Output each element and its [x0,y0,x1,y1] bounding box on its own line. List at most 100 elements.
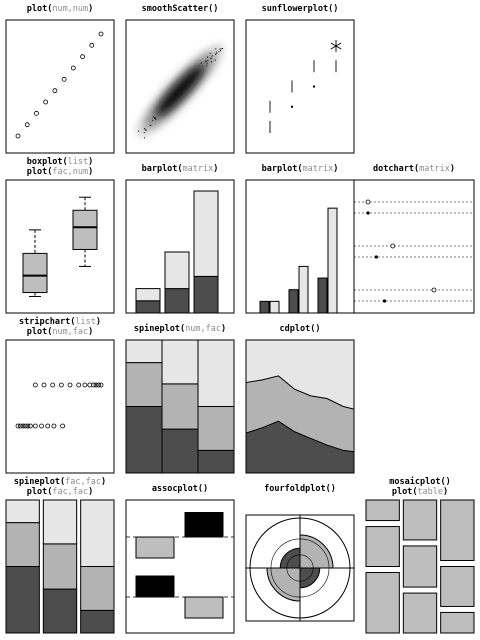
assoc-cell [184,512,224,538]
outlier-point [215,53,217,55]
point [32,382,38,388]
title-function: sunflowerplot [262,4,329,14]
panel-title: fourfoldplot() [264,484,336,494]
dot [374,255,378,259]
point [291,105,293,108]
outlier-point [143,137,145,139]
point [50,382,56,388]
tile [5,522,40,567]
outlier-point [143,128,145,130]
title-function: plot [27,4,47,14]
bar-segment [135,288,161,302]
point [51,423,57,429]
title-function: stripchart [19,316,70,327]
bar-segment [193,275,219,314]
outlier-point [214,59,216,61]
boxes [22,196,98,297]
title-args: matrix [183,164,214,174]
outlier-point [145,130,147,132]
point [39,423,44,429]
outlier-point [220,50,222,52]
title-args: fac,fac [65,477,101,487]
plot-frame [353,179,475,314]
cd-areas [245,340,355,474]
bar-segment [135,300,161,314]
outlier-point [206,65,208,67]
panel-title: stripchart(list) [19,316,101,327]
box-body [22,252,48,294]
dot [365,199,371,205]
dot [366,211,370,215]
point [43,99,49,105]
outlier-point [222,48,224,50]
title-function: plot [27,327,47,337]
plot-frame [5,19,115,154]
spine-bars [5,499,115,634]
dots [354,199,474,303]
bar-segment [164,251,190,290]
tile [80,609,115,634]
panel-title: smoothScatter() [142,4,219,14]
point [76,382,82,388]
panel-title: sunflowerplot() [262,4,339,14]
point [61,76,67,82]
tile [440,566,475,607]
title-args: num,fac [52,327,88,337]
panel-title-2: plot(table) [392,487,448,497]
assoc-cell [184,596,224,619]
fourfold [245,514,355,622]
box [72,196,98,267]
panel-title: mosaicplot() [389,476,450,487]
panel-title: plot(num,num) [27,4,94,14]
tile [440,499,475,561]
scatter-points [15,31,104,139]
outlier-point [218,51,220,53]
density-area [136,44,224,139]
tile [80,499,115,567]
outlier-point [220,48,222,50]
tile [402,499,438,541]
outlier-point [144,128,146,130]
outlier-point [153,117,155,119]
outlier-point [143,132,145,134]
outlier-point [155,118,157,120]
outlier-point [211,61,213,63]
assoc-cell [135,536,175,559]
title-function: smoothScatter [142,4,209,14]
outlier-point [205,61,207,63]
tile [161,339,199,385]
tile [125,406,163,474]
tile [197,339,235,407]
tile [365,526,400,568]
quadrant [266,567,301,602]
outlier-point [150,124,152,126]
point [15,133,21,139]
title-args: table [417,487,443,497]
outlier-point [207,60,209,62]
quadrant [279,547,301,569]
plot-frame [245,19,355,154]
strip-points [15,382,104,429]
tile [197,406,235,451]
outlier-point [205,60,207,62]
point [18,423,23,429]
point [24,122,30,128]
outlier-point [216,51,218,53]
point [27,423,33,429]
panel-title: dotchart(matrix) [373,164,455,174]
title-function: plot [392,487,412,497]
point [15,423,21,429]
point [96,382,101,388]
outlier-point [149,124,151,126]
box-body [72,209,98,250]
plot-frame [125,499,235,634]
tile [42,543,78,590]
title-args: fac,num [52,167,88,177]
tile [42,588,78,634]
point [82,382,88,388]
title-args: matrix [419,164,450,174]
outlier-point [206,63,208,65]
bar-segment [193,190,219,277]
bar [317,277,328,314]
panel-title: barplot(matrix) [142,164,219,174]
